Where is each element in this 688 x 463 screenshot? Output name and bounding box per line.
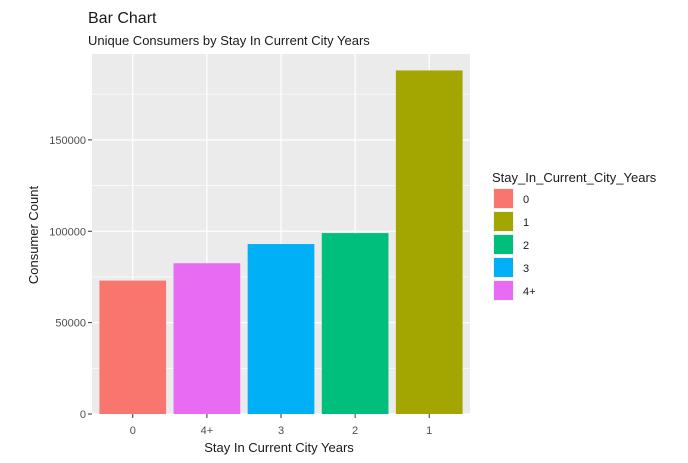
legend-label-0: 0 — [523, 194, 529, 206]
y-tick-label: 50000 — [55, 318, 86, 330]
legend-swatch-3 — [494, 258, 513, 277]
chart-title: Bar Chart — [88, 10, 157, 27]
chart-subtitle: Unique Consumers by Stay In Current City… — [88, 33, 370, 48]
y-axis-title: Consumer Count — [26, 185, 41, 284]
bar-1 — [395, 70, 463, 414]
x-tick-label: 2 — [352, 425, 358, 437]
legend-label-3: 3 — [523, 263, 529, 275]
legend-label-1: 1 — [523, 217, 529, 229]
x-axis-title: Stay In Current City Years — [204, 440, 354, 455]
bar-3 — [247, 244, 315, 414]
bars — [99, 70, 463, 414]
legend-label-4+: 4+ — [523, 286, 536, 298]
y-tick-label: 100000 — [49, 226, 86, 238]
y-tick-label: 150000 — [49, 135, 86, 147]
bar-4+ — [173, 263, 241, 414]
x-tick-label: 3 — [278, 425, 284, 437]
x-axis-ticks: 0 4+ 3 2 1 — [130, 414, 432, 437]
legend: Stay_In_Current_City_Years 0 1 2 3 4+ — [492, 170, 657, 301]
y-axis-ticks: 0 50000 100000 150000 — [49, 135, 92, 421]
x-tick-label: 0 — [130, 425, 136, 437]
legend-swatch-2 — [494, 235, 513, 254]
bar-2 — [321, 233, 389, 414]
x-tick-label: 1 — [426, 425, 432, 437]
y-tick-label: 0 — [80, 409, 86, 421]
legend-swatch-4+ — [494, 281, 513, 300]
x-tick-label: 4+ — [201, 425, 214, 437]
legend-swatch-0 — [494, 189, 513, 208]
legend-label-2: 2 — [523, 240, 529, 252]
legend-swatch-1 — [494, 212, 513, 231]
bar-0 — [99, 280, 167, 414]
legend-title: Stay_In_Current_City_Years — [492, 170, 657, 185]
